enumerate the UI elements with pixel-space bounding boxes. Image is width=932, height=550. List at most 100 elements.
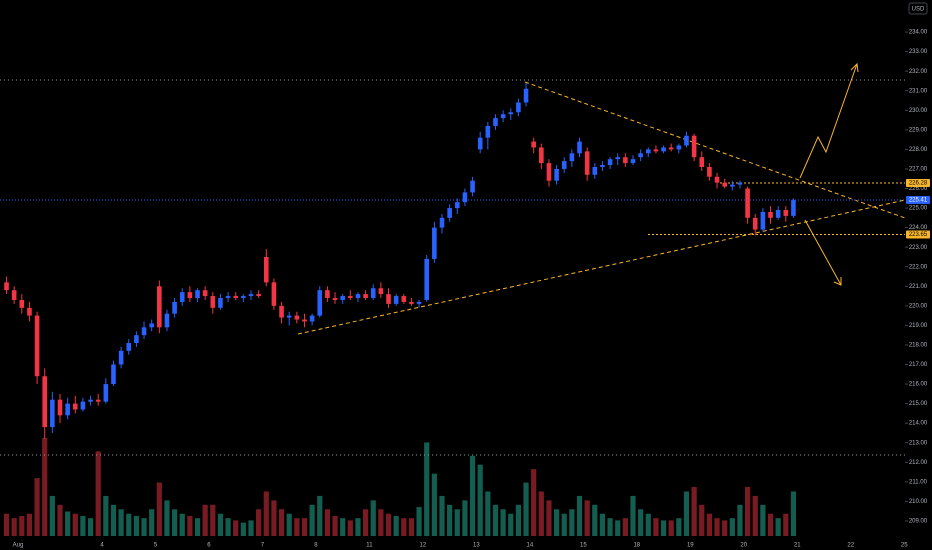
candle-body (42, 376, 48, 428)
candle-body (722, 182, 727, 187)
currency-box[interactable] (908, 2, 928, 15)
volume-bar (363, 509, 369, 536)
volume-bar (431, 473, 437, 536)
volume-bar (576, 495, 583, 536)
y-tick-label: 221.00 (909, 284, 928, 290)
volume-bar (340, 518, 346, 536)
volume-bar (164, 500, 170, 536)
candle-body (279, 305, 284, 318)
volume-bar (370, 500, 376, 536)
y-tick-label: 233.00 (909, 49, 928, 55)
candle-body (50, 399, 55, 428)
candle-body (462, 192, 468, 203)
volume-bar (172, 509, 178, 536)
volume-bar (508, 513, 514, 536)
x-tick-label: 7 (261, 543, 265, 549)
candle-body (554, 168, 559, 181)
volume-bar (408, 518, 415, 536)
candle-body (34, 315, 40, 377)
candle-body (88, 399, 93, 402)
y-tick-label: 215.00 (909, 401, 928, 407)
candle-body (118, 350, 124, 365)
x-tick-label: 22 (847, 543, 854, 549)
volume-bar (294, 518, 300, 536)
volume-bar (752, 495, 758, 536)
y-tick-label: 213.00 (909, 440, 928, 446)
volume-bar (332, 515, 338, 536)
volume-bar (256, 509, 262, 536)
x-tick-label: 25 (901, 543, 908, 549)
price-axis: 209.00 210.00 211.00 212.00 213.00 214.00 215.… (905, 30, 930, 525)
x-tick-label: Aug (13, 543, 24, 549)
volume-bar (19, 515, 25, 536)
volume-bar (80, 515, 86, 536)
volume-bar (462, 500, 468, 536)
candle-body (126, 342, 132, 351)
candle-body (271, 282, 277, 306)
candle-body (546, 163, 552, 181)
candle-body (363, 294, 368, 299)
volume-bar (447, 504, 453, 536)
volume-bar (538, 491, 544, 536)
volume-bar (240, 522, 246, 536)
volume-bar (515, 504, 521, 536)
y-tick-label: 218.00 (909, 343, 928, 349)
candle-body (202, 290, 208, 297)
volume-bar (278, 509, 285, 536)
volume-bar (202, 504, 208, 536)
candle-body (745, 188, 750, 218)
volume-layer (3, 438, 797, 536)
candle-body (600, 165, 605, 167)
candle-body (584, 151, 590, 175)
volume-bar (699, 504, 705, 536)
volume-bar (324, 509, 330, 536)
candle-body (630, 159, 636, 164)
y-tick-label: 226.00 (909, 186, 928, 192)
currency: USD (912, 7, 925, 13)
y-tick-label: 223.00 (909, 245, 928, 251)
y-tick-label: 227.00 (909, 167, 928, 173)
volume-bar (347, 520, 353, 536)
candle-body (256, 294, 261, 297)
candle-body (218, 298, 223, 308)
volume-bar (42, 438, 48, 536)
candle-body (684, 135, 689, 146)
candle-body (760, 211, 766, 230)
candle-body (791, 200, 796, 216)
volume-bar (714, 518, 720, 536)
volume-bar (26, 513, 33, 536)
candle-body (707, 166, 712, 177)
volume-bar (760, 504, 766, 536)
x-tick-label: 20 (740, 543, 747, 549)
volume-bar (737, 504, 743, 536)
volume-bar (622, 518, 628, 536)
candle-body (676, 145, 682, 150)
x-tick-label: 14 (527, 543, 534, 549)
candle-body (592, 166, 598, 175)
x-tick-label: 21 (794, 543, 801, 549)
y-tick-label: 230.00 (909, 108, 928, 114)
candle-body (661, 147, 666, 152)
y-tick-label: 231.00 (909, 88, 928, 94)
volume-bar (118, 509, 124, 536)
candle-body (623, 157, 628, 164)
volume-bar (691, 487, 697, 536)
candle-body (401, 296, 407, 302)
y-tick-label: 229.00 (909, 127, 928, 133)
breakdown-arrow (804, 219, 842, 286)
arrow-head (850, 62, 859, 73)
candle-body (493, 118, 498, 126)
volume-bar (561, 513, 567, 536)
candle-body (523, 88, 529, 103)
candle-body (172, 301, 177, 314)
volume-bar (286, 513, 292, 536)
candle-body (233, 296, 239, 299)
x-tick-label: 4 (100, 543, 104, 549)
y-tick-label: 220.00 (909, 303, 928, 309)
volume-bar (615, 520, 621, 536)
y-tick-label: 209.00 (909, 519, 928, 525)
volume-bar (309, 504, 315, 536)
candle-body (111, 364, 116, 385)
x-tick-label: 13 (473, 543, 480, 549)
candle-body (157, 286, 162, 328)
